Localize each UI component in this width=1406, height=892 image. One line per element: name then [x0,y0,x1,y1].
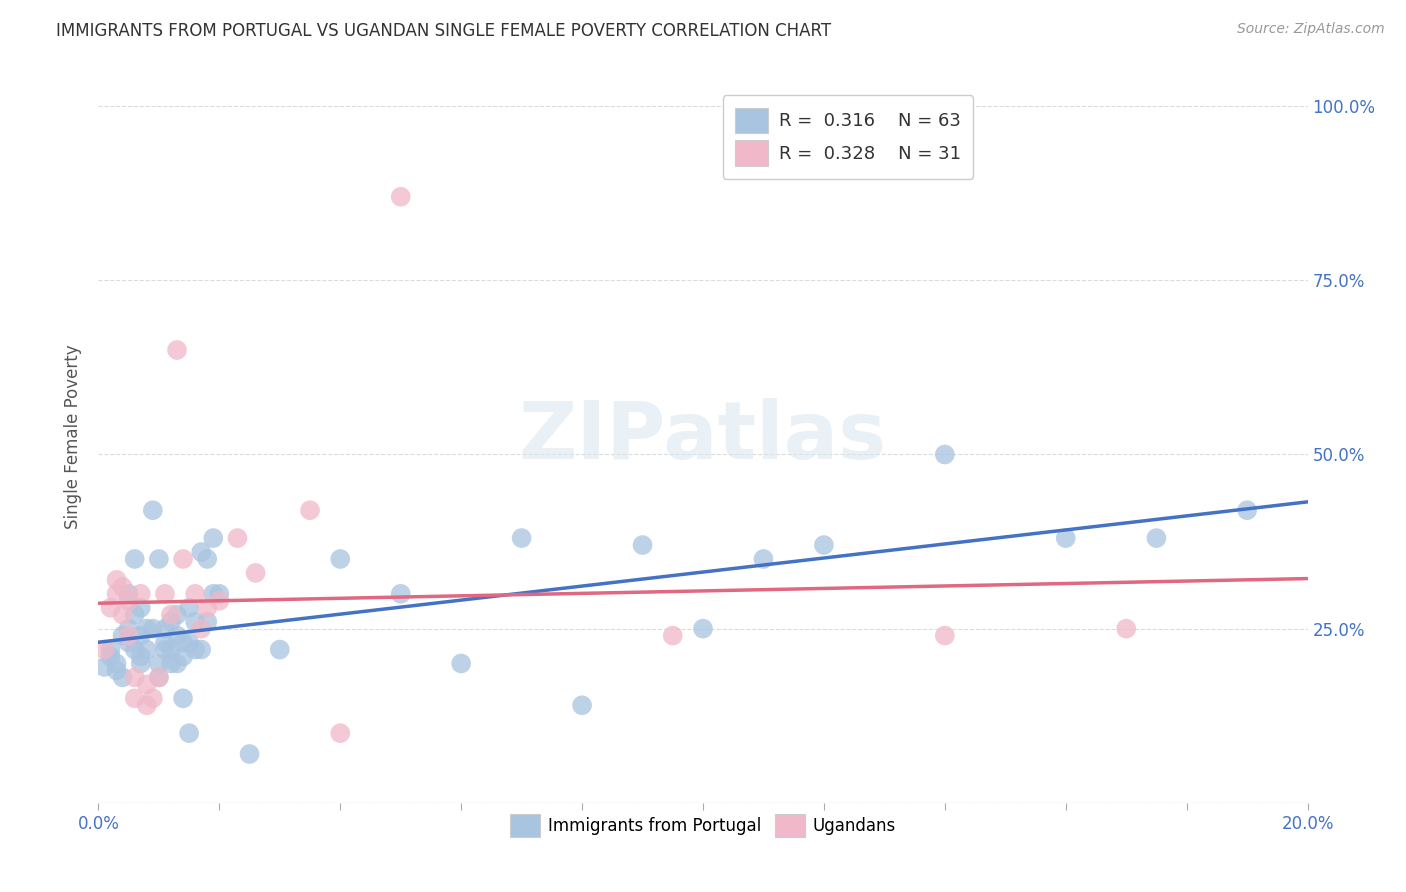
Point [135,698,157,713]
Point [329,726,352,740]
Point [124,607,146,622]
Point [166,607,188,622]
Point [148,670,170,684]
Point [184,615,207,629]
Point [129,629,152,643]
Point [179,726,201,740]
Point [111,580,134,594]
Text: ZIPatlas: ZIPatlas [519,398,887,476]
Point [105,664,128,678]
Point [124,642,146,657]
Point [118,622,141,636]
Point [299,503,322,517]
Point [142,622,165,636]
Point [160,607,183,622]
Point [135,622,157,636]
Point [93,660,115,674]
Point [329,552,352,566]
Point [100,600,122,615]
Point [129,657,152,671]
Point [142,503,165,517]
Point [129,600,152,615]
Point [1144,531,1167,545]
Point [153,635,176,649]
Point [661,629,683,643]
Point [105,573,128,587]
Point [389,190,412,204]
Point [148,552,170,566]
Point [111,607,134,622]
Point [195,600,218,615]
Text: Source: ZipAtlas.com: Source: ZipAtlas.com [1237,22,1385,37]
Point [202,531,225,545]
Point [105,657,128,671]
Y-axis label: Single Female Poverty: Single Female Poverty [65,345,83,529]
Point [190,642,212,657]
Point [245,566,267,580]
Point [148,670,170,684]
Point [184,642,207,657]
Point [1236,503,1258,517]
Point [1054,531,1077,545]
Point [934,629,956,643]
Point [190,545,212,559]
Point [118,587,141,601]
Point [1115,622,1137,636]
Point [172,552,194,566]
Point [160,615,183,629]
Point [118,594,141,608]
Point [208,587,231,601]
Point [124,670,146,684]
Point [450,657,472,671]
Point [179,635,201,649]
Point [153,642,176,657]
Point [172,649,194,664]
Point [389,587,412,601]
Point [195,552,218,566]
Point [510,531,533,545]
Point [142,691,165,706]
Point [118,629,141,643]
Point [129,587,152,601]
Point [129,649,152,664]
Point [100,642,122,657]
Legend: Immigrants from Portugal, Ugandans: Immigrants from Portugal, Ugandans [502,805,904,846]
Point [190,622,212,636]
Point [202,587,225,601]
Point [100,649,122,664]
Point [184,587,207,601]
Point [166,629,188,643]
Text: IMMIGRANTS FROM PORTUGAL VS UGANDAN SINGLE FEMALE POVERTY CORRELATION CHART: IMMIGRANTS FROM PORTUGAL VS UGANDAN SING… [56,22,831,40]
Point [179,600,201,615]
Point [93,642,115,657]
Point [571,698,593,713]
Point [692,622,714,636]
Point [166,343,188,357]
Point [160,657,183,671]
Point [934,448,956,462]
Point [118,635,141,649]
Point [172,635,194,649]
Point [195,615,218,629]
Point [124,691,146,706]
Point [124,552,146,566]
Point [226,531,249,545]
Point [166,657,188,671]
Point [148,657,170,671]
Point [752,552,775,566]
Point [135,677,157,691]
Point [153,622,176,636]
Point [239,747,262,761]
Point [813,538,835,552]
Point [208,594,231,608]
Point [172,691,194,706]
Point [269,642,291,657]
Point [105,587,128,601]
Point [111,670,134,684]
Point [153,587,176,601]
Point [135,642,157,657]
Point [631,538,654,552]
Point [111,629,134,643]
Point [160,642,183,657]
